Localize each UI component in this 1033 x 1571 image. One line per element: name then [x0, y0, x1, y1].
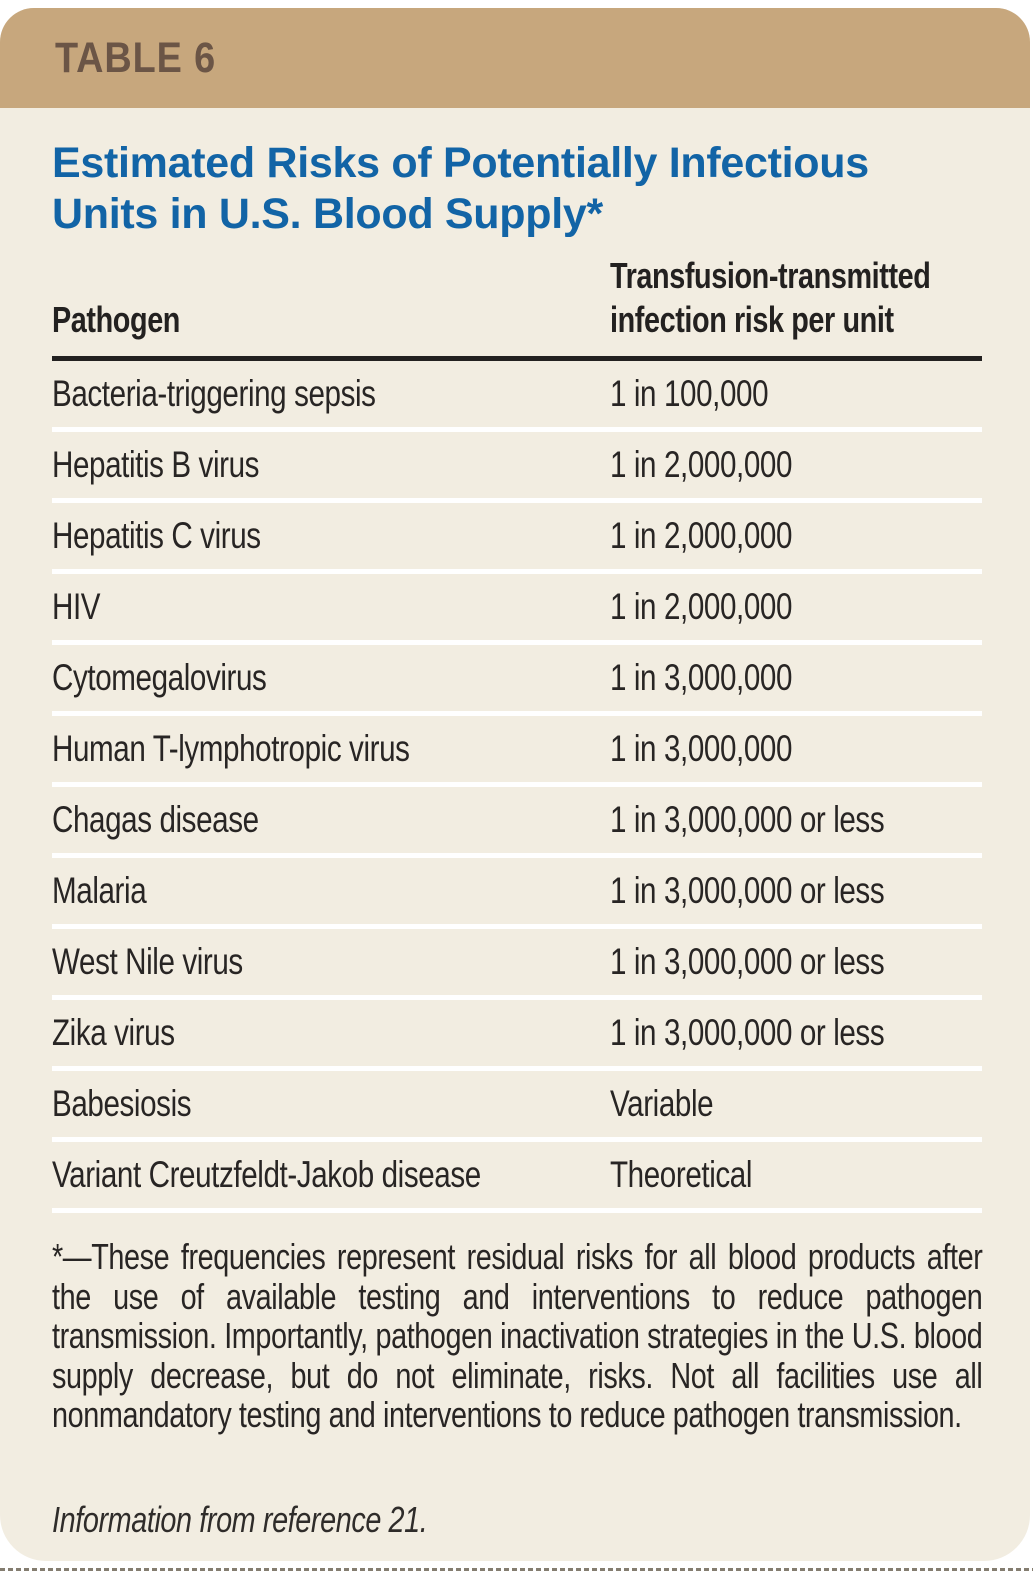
table-number-label: TABLE 6	[55, 33, 217, 82]
table-title-line2: Units in U.S. Blood Supply*	[52, 190, 603, 238]
table-row: Hepatitis B virus 1 in 2,000,000	[52, 432, 982, 503]
risk-cell: 1 in 3,000,000 or less	[610, 941, 885, 982]
pathogen-cell: West Nile virus	[52, 941, 243, 982]
risk-cell: 1 in 3,000,000	[610, 728, 793, 769]
pathogen-cell: Variant Creutzfeldt-Jakob disease	[52, 1154, 481, 1195]
table-row: Babesiosis Variable	[52, 1071, 982, 1142]
risk-cell: 1 in 100,000	[610, 373, 769, 414]
column-header-risk: Transfusion-transmitted infection risk p…	[610, 255, 931, 340]
table-row: Bacteria-triggering sepsis 1 in 100,000	[52, 361, 982, 432]
pathogen-cell: Bacteria-triggering sepsis	[52, 373, 376, 414]
table-header-band: TABLE 6	[0, 8, 1030, 108]
table-row: Chagas disease 1 in 3,000,000 or less	[52, 787, 982, 858]
risk-cell: 1 in 2,000,000	[610, 444, 793, 485]
table-row: Hepatitis C virus 1 in 2,000,000	[52, 503, 982, 574]
risk-cell: 1 in 3,000,000 or less	[610, 1012, 885, 1053]
pathogen-cell: Zika virus	[52, 1012, 175, 1053]
pathogen-cell: Human T-lymphotropic virus	[52, 728, 410, 769]
pathogen-cell: Hepatitis C virus	[52, 515, 261, 556]
risk-cell: Theoretical	[610, 1154, 753, 1195]
table-card: TABLE 6 Estimated Risks of Potentially I…	[0, 8, 1030, 1561]
pathogen-cell: Cytomegalovirus	[52, 657, 267, 698]
bottom-edge-divider	[0, 1568, 1033, 1571]
table-title: Estimated Risks of Potentially Infectiou…	[52, 138, 982, 240]
risk-cell: 1 in 3,000,000 or less	[610, 799, 885, 840]
risk-cell: 1 in 2,000,000	[610, 515, 793, 556]
pathogen-cell: Babesiosis	[52, 1083, 192, 1124]
table-row: Variant Creutzfeldt-Jakob disease Theore…	[52, 1142, 982, 1213]
table-title-line1: Estimated Risks of Potentially Infectiou…	[52, 139, 869, 187]
table-row: Malaria 1 in 3,000,000 or less	[52, 858, 982, 929]
table-row: HIV 1 in 2,000,000	[52, 574, 982, 645]
pathogen-cell: Malaria	[52, 870, 147, 911]
pathogen-cell: Chagas disease	[52, 799, 259, 840]
pathogen-cell: HIV	[52, 586, 101, 627]
footnote: *—These frequencies represent residual r…	[52, 1236, 983, 1435]
risk-cell: 1 in 3,000,000 or less	[610, 870, 885, 911]
risk-cell: Variable	[610, 1083, 714, 1124]
column-header-pathogen: Pathogen	[52, 299, 181, 340]
risk-cell: 1 in 3,000,000	[610, 657, 793, 698]
source-note: Information from reference 21.	[52, 1498, 428, 1540]
risk-cell: 1 in 2,000,000	[610, 586, 793, 627]
table-row: Zika virus 1 in 3,000,000 or less	[52, 1000, 982, 1071]
table-row: West Nile virus 1 in 3,000,000 or less	[52, 929, 982, 1000]
pathogen-cell: Hepatitis B virus	[52, 444, 260, 485]
table-rows: Bacteria-triggering sepsis 1 in 100,000 …	[52, 361, 982, 1213]
table-row: Cytomegalovirus 1 in 3,000,000	[52, 645, 982, 716]
table-row: Human T-lymphotropic virus 1 in 3,000,00…	[52, 716, 982, 787]
table-body: Estimated Risks of Potentially Infectiou…	[0, 138, 1030, 1541]
table-column-headers: Pathogen Transfusion-transmitted infecti…	[52, 254, 982, 361]
